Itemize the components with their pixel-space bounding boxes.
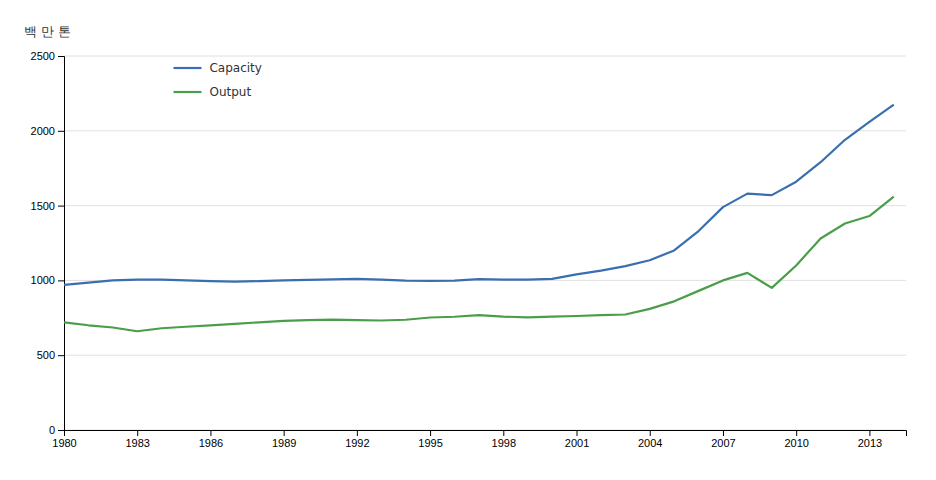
legend-item: Capacity	[173, 61, 261, 75]
legend-item: Output	[173, 85, 251, 99]
tick: 1000	[31, 274, 64, 286]
grid-line	[64, 205, 906, 206]
tick-label: 2007	[711, 437, 735, 449]
tick-label: 1980	[52, 437, 76, 449]
tick-label: 2001	[565, 437, 589, 449]
tick-label: 1998	[492, 437, 516, 449]
grid-line	[64, 130, 906, 131]
tick: 2000	[31, 125, 64, 137]
tick-mark	[58, 355, 64, 356]
tick-mark	[58, 280, 64, 281]
tick-mark	[430, 430, 431, 436]
tick: 2010	[784, 430, 808, 449]
tick: 1998	[492, 430, 516, 449]
tick: 1992	[345, 430, 369, 449]
grid-line	[64, 56, 906, 57]
tick-label: 1995	[418, 437, 442, 449]
tick-label: 2010	[784, 437, 808, 449]
tick-mark	[796, 430, 797, 436]
tick: 2004	[638, 430, 662, 449]
tick-mark	[723, 430, 724, 436]
tick-mark	[869, 430, 870, 436]
tick: 1995	[418, 430, 442, 449]
tick: 2007	[711, 430, 735, 449]
tick-mark	[58, 56, 64, 57]
y-axis: 0 500 1000 1500 2000 2500	[31, 50, 65, 436]
tick-mark	[284, 430, 285, 436]
legend-swatch	[173, 91, 201, 93]
axis-line	[65, 431, 907, 437]
tick-mark	[58, 430, 64, 431]
tick: 1500	[31, 200, 64, 212]
legend-swatch	[173, 67, 201, 69]
series-line	[64, 197, 894, 332]
axis-line	[58, 57, 65, 431]
x-axis: 1980 1983 1986 1989 1992 1995 1998 2001 2004 2007…	[52, 430, 906, 449]
tick: 2001	[565, 430, 589, 449]
plot: 1980 1983 1986 1989 1992 1995 1998 2001 2004 2007…	[31, 50, 907, 449]
tick: 2500	[31, 50, 64, 62]
tick-label: 2004	[638, 437, 662, 449]
tick-label: 1500	[31, 200, 55, 212]
tick-label: 2000	[31, 125, 55, 137]
tick-label: 500	[37, 349, 55, 361]
tick: 2013	[858, 430, 882, 449]
tick-label: 1983	[125, 437, 149, 449]
tick-mark	[58, 131, 64, 132]
tick-label: 1986	[199, 437, 223, 449]
lines	[64, 105, 894, 332]
tick-mark	[577, 430, 578, 436]
tick: 1983	[125, 430, 149, 449]
y-axis-label: 백 만 톤	[24, 24, 71, 39]
tick-label: 0	[49, 424, 55, 436]
tick: 0	[49, 424, 64, 436]
legend: Capacity Output	[173, 61, 261, 99]
tick-label: 1000	[31, 274, 55, 286]
tick-label: 2013	[858, 437, 882, 449]
tick-mark	[357, 430, 358, 436]
tick: 1986	[199, 430, 223, 449]
grid	[64, 56, 906, 430]
tick: 500	[37, 349, 64, 361]
tick-label: 2500	[31, 50, 55, 62]
tick: 1980	[52, 430, 76, 449]
grid-line	[64, 355, 906, 356]
tick-label: 1992	[345, 437, 369, 449]
tick-mark	[650, 430, 651, 436]
tick: 1989	[272, 430, 296, 449]
legend-label: Capacity	[209, 61, 261, 75]
legend-label: Output	[209, 85, 251, 99]
tick-mark	[58, 206, 64, 207]
tick-label: 1989	[272, 437, 296, 449]
chart: 1980 1983 1986 1989 1992 1995 1998 2001 2004 2007…	[0, 0, 936, 480]
tick-mark	[503, 430, 504, 436]
series-line	[64, 105, 894, 285]
tick-mark	[210, 430, 211, 436]
tick-mark	[137, 430, 138, 436]
